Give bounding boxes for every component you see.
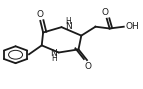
Text: O: O: [85, 62, 92, 71]
Text: H: H: [51, 54, 57, 63]
Text: OH: OH: [126, 22, 140, 31]
Text: O: O: [36, 10, 43, 19]
Text: O: O: [102, 8, 109, 17]
Text: N: N: [50, 49, 57, 58]
Text: N: N: [65, 22, 72, 31]
Text: H: H: [65, 17, 71, 26]
